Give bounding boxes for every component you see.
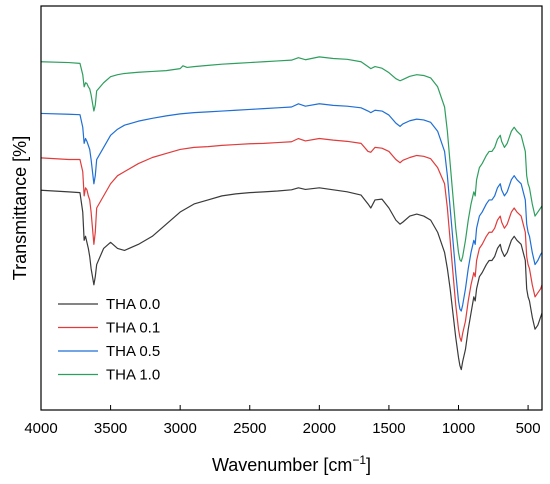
x-tick-label-0: 4000 <box>24 420 57 437</box>
x-axis-label-main: Wavenumber [cm <box>212 455 352 475</box>
x-axis-label-superscript: −1 <box>352 453 366 467</box>
legend-label-2: THA 0.5 <box>106 343 160 360</box>
plot-frame <box>40 5 543 411</box>
x-tick-label-4: 2000 <box>303 420 336 437</box>
series-line-1 <box>40 137 543 342</box>
x-axis-label: Wavenumber [cm−1] <box>212 453 371 475</box>
series-line-3 <box>40 56 543 262</box>
x-axis-ticks: 4000 3500 3000 2500 2000 1500 1000 500 <box>24 405 541 437</box>
x-axis-label-suffix: ] <box>366 455 371 475</box>
legend-label-1: THA 0.1 <box>106 320 160 337</box>
x-tick-label-5: 1500 <box>372 420 405 437</box>
x-tick-label-7: 500 <box>516 420 541 437</box>
x-tick-label-1: 3500 <box>94 420 127 437</box>
legend: THA 0.0 THA 0.1 THA 0.5 THA 1.0 <box>58 296 160 384</box>
legend-label-0: THA 0.0 <box>106 296 160 313</box>
x-tick-label-2: 3000 <box>163 420 196 437</box>
series-line-0 <box>40 187 543 371</box>
series-layer <box>40 56 543 371</box>
legend-label-3: THA 1.0 <box>106 367 160 384</box>
x-tick-label-6: 1000 <box>442 420 475 437</box>
series-line-2 <box>40 103 543 312</box>
y-axis-label: Transmittance [%] <box>10 136 30 280</box>
x-tick-label-3: 2500 <box>233 420 266 437</box>
